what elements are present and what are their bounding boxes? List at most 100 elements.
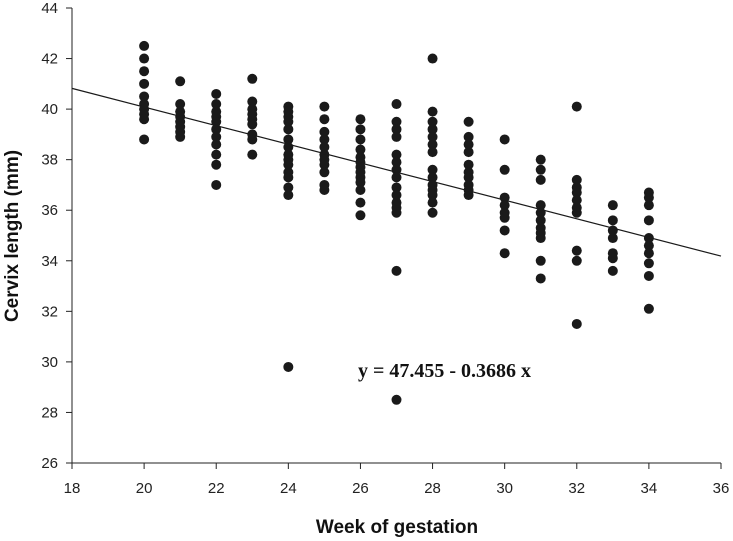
data-point <box>643 270 654 281</box>
data-point <box>247 119 258 130</box>
data-point <box>319 126 330 137</box>
data-point <box>355 134 366 145</box>
data-point <box>139 66 150 77</box>
data-point <box>463 139 474 150</box>
regression-line <box>71 87 722 257</box>
data-point <box>571 187 582 198</box>
data-point <box>283 361 294 372</box>
data-point <box>463 116 474 127</box>
axes <box>71 8 721 464</box>
data-point <box>427 139 438 150</box>
data-point <box>571 207 582 218</box>
data-point <box>463 131 474 142</box>
data-point <box>355 197 366 208</box>
data-point <box>427 106 438 117</box>
data-point <box>139 78 150 89</box>
data-point <box>571 255 582 266</box>
data-point <box>607 200 618 211</box>
data-point <box>247 134 258 145</box>
data-point <box>139 53 150 64</box>
data-point <box>571 318 582 329</box>
data-point <box>355 185 366 195</box>
data-point <box>643 215 654 226</box>
data-point <box>571 174 582 185</box>
data-point <box>319 101 330 112</box>
data-point <box>499 134 510 145</box>
data-point <box>175 99 186 110</box>
data-point <box>139 40 150 51</box>
data-point <box>283 134 294 145</box>
data-point <box>175 76 186 87</box>
data-point <box>355 124 366 135</box>
data-point <box>499 248 510 259</box>
data-point <box>535 215 546 226</box>
data-point <box>211 159 222 170</box>
data-point <box>607 215 618 226</box>
data-point <box>283 124 294 135</box>
data-point <box>391 157 402 168</box>
data-point <box>391 394 402 405</box>
x-tick-label: 24 <box>280 480 297 497</box>
data-point <box>643 192 654 203</box>
x-tick-label: 32 <box>568 480 585 497</box>
data-point <box>427 124 438 135</box>
data-point <box>283 172 294 183</box>
data-point <box>247 73 258 84</box>
data-point <box>463 147 474 158</box>
data-point <box>355 177 366 188</box>
data-point <box>499 225 510 236</box>
data-point <box>391 172 402 183</box>
data-point <box>319 142 330 153</box>
data-point <box>355 114 366 125</box>
data-point <box>283 116 294 127</box>
y-tick-label: 34 <box>41 253 58 270</box>
data-point <box>499 164 510 175</box>
data-point <box>391 190 402 201</box>
data-point <box>319 185 330 195</box>
x-axis-title: Week of gestation <box>316 517 478 538</box>
regression-equation: y = 47.455 - 0.3686 x <box>358 360 531 382</box>
data-points <box>139 40 654 405</box>
data-point <box>391 124 402 135</box>
data-point <box>427 172 438 183</box>
data-point <box>427 53 438 64</box>
data-point <box>535 273 546 284</box>
data-point <box>391 131 402 142</box>
data-point <box>427 207 438 218</box>
data-point <box>571 195 582 206</box>
x-tick-label: 18 <box>64 480 81 497</box>
data-point <box>247 96 258 107</box>
data-point <box>139 114 150 125</box>
x-tick-label: 28 <box>424 480 441 497</box>
data-point <box>571 245 582 256</box>
data-point <box>499 212 510 223</box>
y-tick-label: 28 <box>41 404 58 421</box>
data-point <box>427 147 438 158</box>
data-point <box>535 255 546 266</box>
data-point <box>391 265 402 276</box>
x-tick-label: 34 <box>641 480 658 497</box>
data-point <box>211 99 222 110</box>
data-point <box>607 233 618 244</box>
data-point <box>391 116 402 127</box>
data-point <box>427 190 438 201</box>
y-tick-label: 44 <box>41 0 58 17</box>
y-tick-label: 40 <box>41 101 58 118</box>
data-point <box>391 207 402 218</box>
data-point <box>139 134 150 145</box>
data-point <box>607 265 618 276</box>
data-point <box>427 164 438 175</box>
data-point <box>463 190 474 201</box>
x-tick-label: 22 <box>208 480 225 497</box>
x-tick-label: 36 <box>713 480 730 497</box>
data-point <box>283 182 294 193</box>
data-point <box>211 116 222 127</box>
y-tick-label: 42 <box>41 51 58 68</box>
data-point <box>535 154 546 165</box>
data-point <box>319 114 330 125</box>
y-tick-label: 32 <box>41 303 58 320</box>
y-tick-label: 38 <box>41 152 58 169</box>
x-tick-label: 30 <box>496 480 513 497</box>
data-point <box>211 131 222 142</box>
data-point <box>463 159 474 170</box>
